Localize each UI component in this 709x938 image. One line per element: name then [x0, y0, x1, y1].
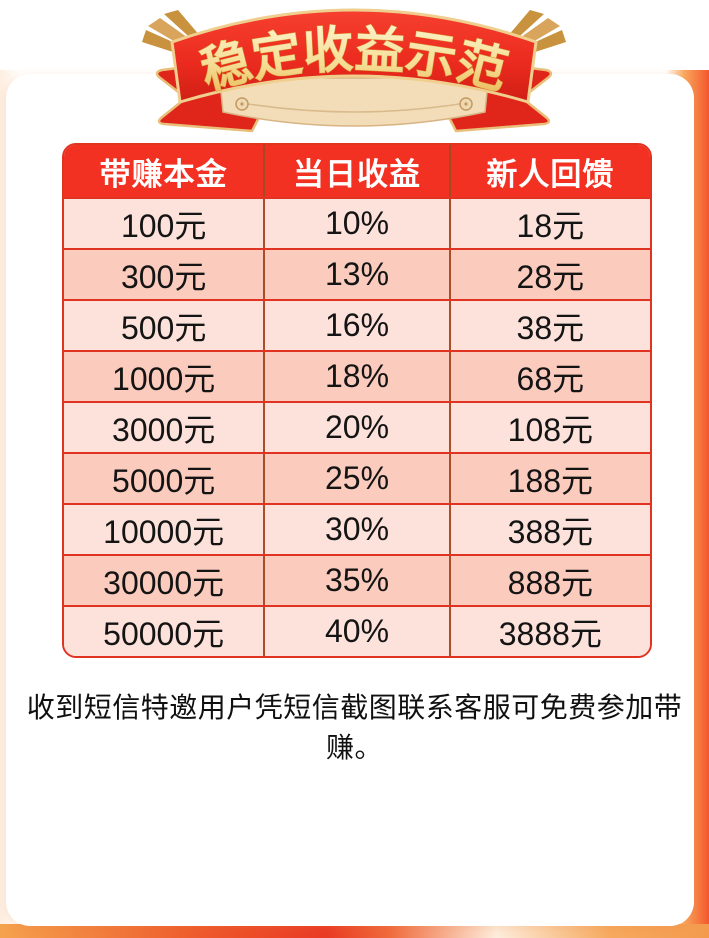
- table-header-row: 带赚本金 当日收益 新人回馈: [64, 145, 650, 197]
- cell-newcomer-bonus: 188元: [448, 454, 650, 503]
- table-row: 500元 16% 38元: [64, 299, 650, 350]
- cell-newcomer-bonus: 3888元: [448, 607, 650, 656]
- cell-daily-return: 30%: [263, 505, 448, 554]
- cell-daily-return: 13%: [263, 250, 448, 299]
- header-newcomer-bonus: 新人回馈: [448, 145, 650, 197]
- cell-daily-return: 25%: [263, 454, 448, 503]
- table-row: 50000元 40% 3888元: [64, 605, 650, 656]
- table-row: 100元 10% 18元: [64, 197, 650, 248]
- cell-principal: 1000元: [112, 360, 216, 397]
- cell-newcomer-bonus: 68元: [448, 352, 650, 401]
- cell-newcomer-bonus: 38元: [448, 301, 650, 350]
- ribbon-banner: 稳定收益示范: [142, 8, 566, 133]
- table-row: 5000元 25% 188元: [64, 452, 650, 503]
- bottom-gradient-strip: [0, 924, 709, 938]
- cell-newcomer-bonus: 888元: [448, 556, 650, 605]
- cell-newcomer-bonus: 108元: [448, 403, 650, 452]
- parchment-scroll-icon: [218, 71, 490, 127]
- cell-daily-return: 10%: [263, 199, 448, 248]
- cell-daily-return: 18%: [263, 352, 448, 401]
- header-daily-return: 当日收益: [263, 145, 448, 197]
- cell-principal: 5000元: [112, 462, 216, 499]
- header-principal: 带赚本金: [99, 156, 228, 192]
- cell-principal: 300元: [120, 258, 207, 295]
- cell-principal: 3000元: [112, 411, 216, 448]
- ribbon-arc-icon: [170, 8, 538, 104]
- table-row: 1000元 18% 68元: [64, 350, 650, 401]
- cell-newcomer-bonus: 388元: [448, 505, 650, 554]
- cell-newcomer-bonus: 28元: [448, 250, 650, 299]
- cell-principal: 100元: [120, 207, 207, 244]
- cell-daily-return: 40%: [263, 607, 448, 656]
- cell-principal: 30000元: [103, 564, 225, 601]
- table-row: 3000元 20% 108元: [64, 401, 650, 452]
- cell-daily-return: 20%: [263, 403, 448, 452]
- cell-principal: 10000元: [103, 513, 225, 550]
- income-table: 带赚本金 当日收益 新人回馈 100元 10% 18元 300元 13% 28元…: [62, 143, 652, 658]
- table-row: 30000元 35% 888元: [64, 554, 650, 605]
- table-row: 300元 13% 28元: [64, 248, 650, 299]
- table-row: 10000元 30% 388元: [64, 503, 650, 554]
- cell-daily-return: 16%: [263, 301, 448, 350]
- cell-principal: 50000元: [103, 615, 225, 652]
- cell-daily-return: 35%: [263, 556, 448, 605]
- cell-newcomer-bonus: 18元: [448, 199, 650, 248]
- cell-principal: 500元: [120, 309, 207, 346]
- sms-invite-note: 收到短信特邀用户凭短信截图联系客服可免费参加带赚。: [26, 692, 683, 763]
